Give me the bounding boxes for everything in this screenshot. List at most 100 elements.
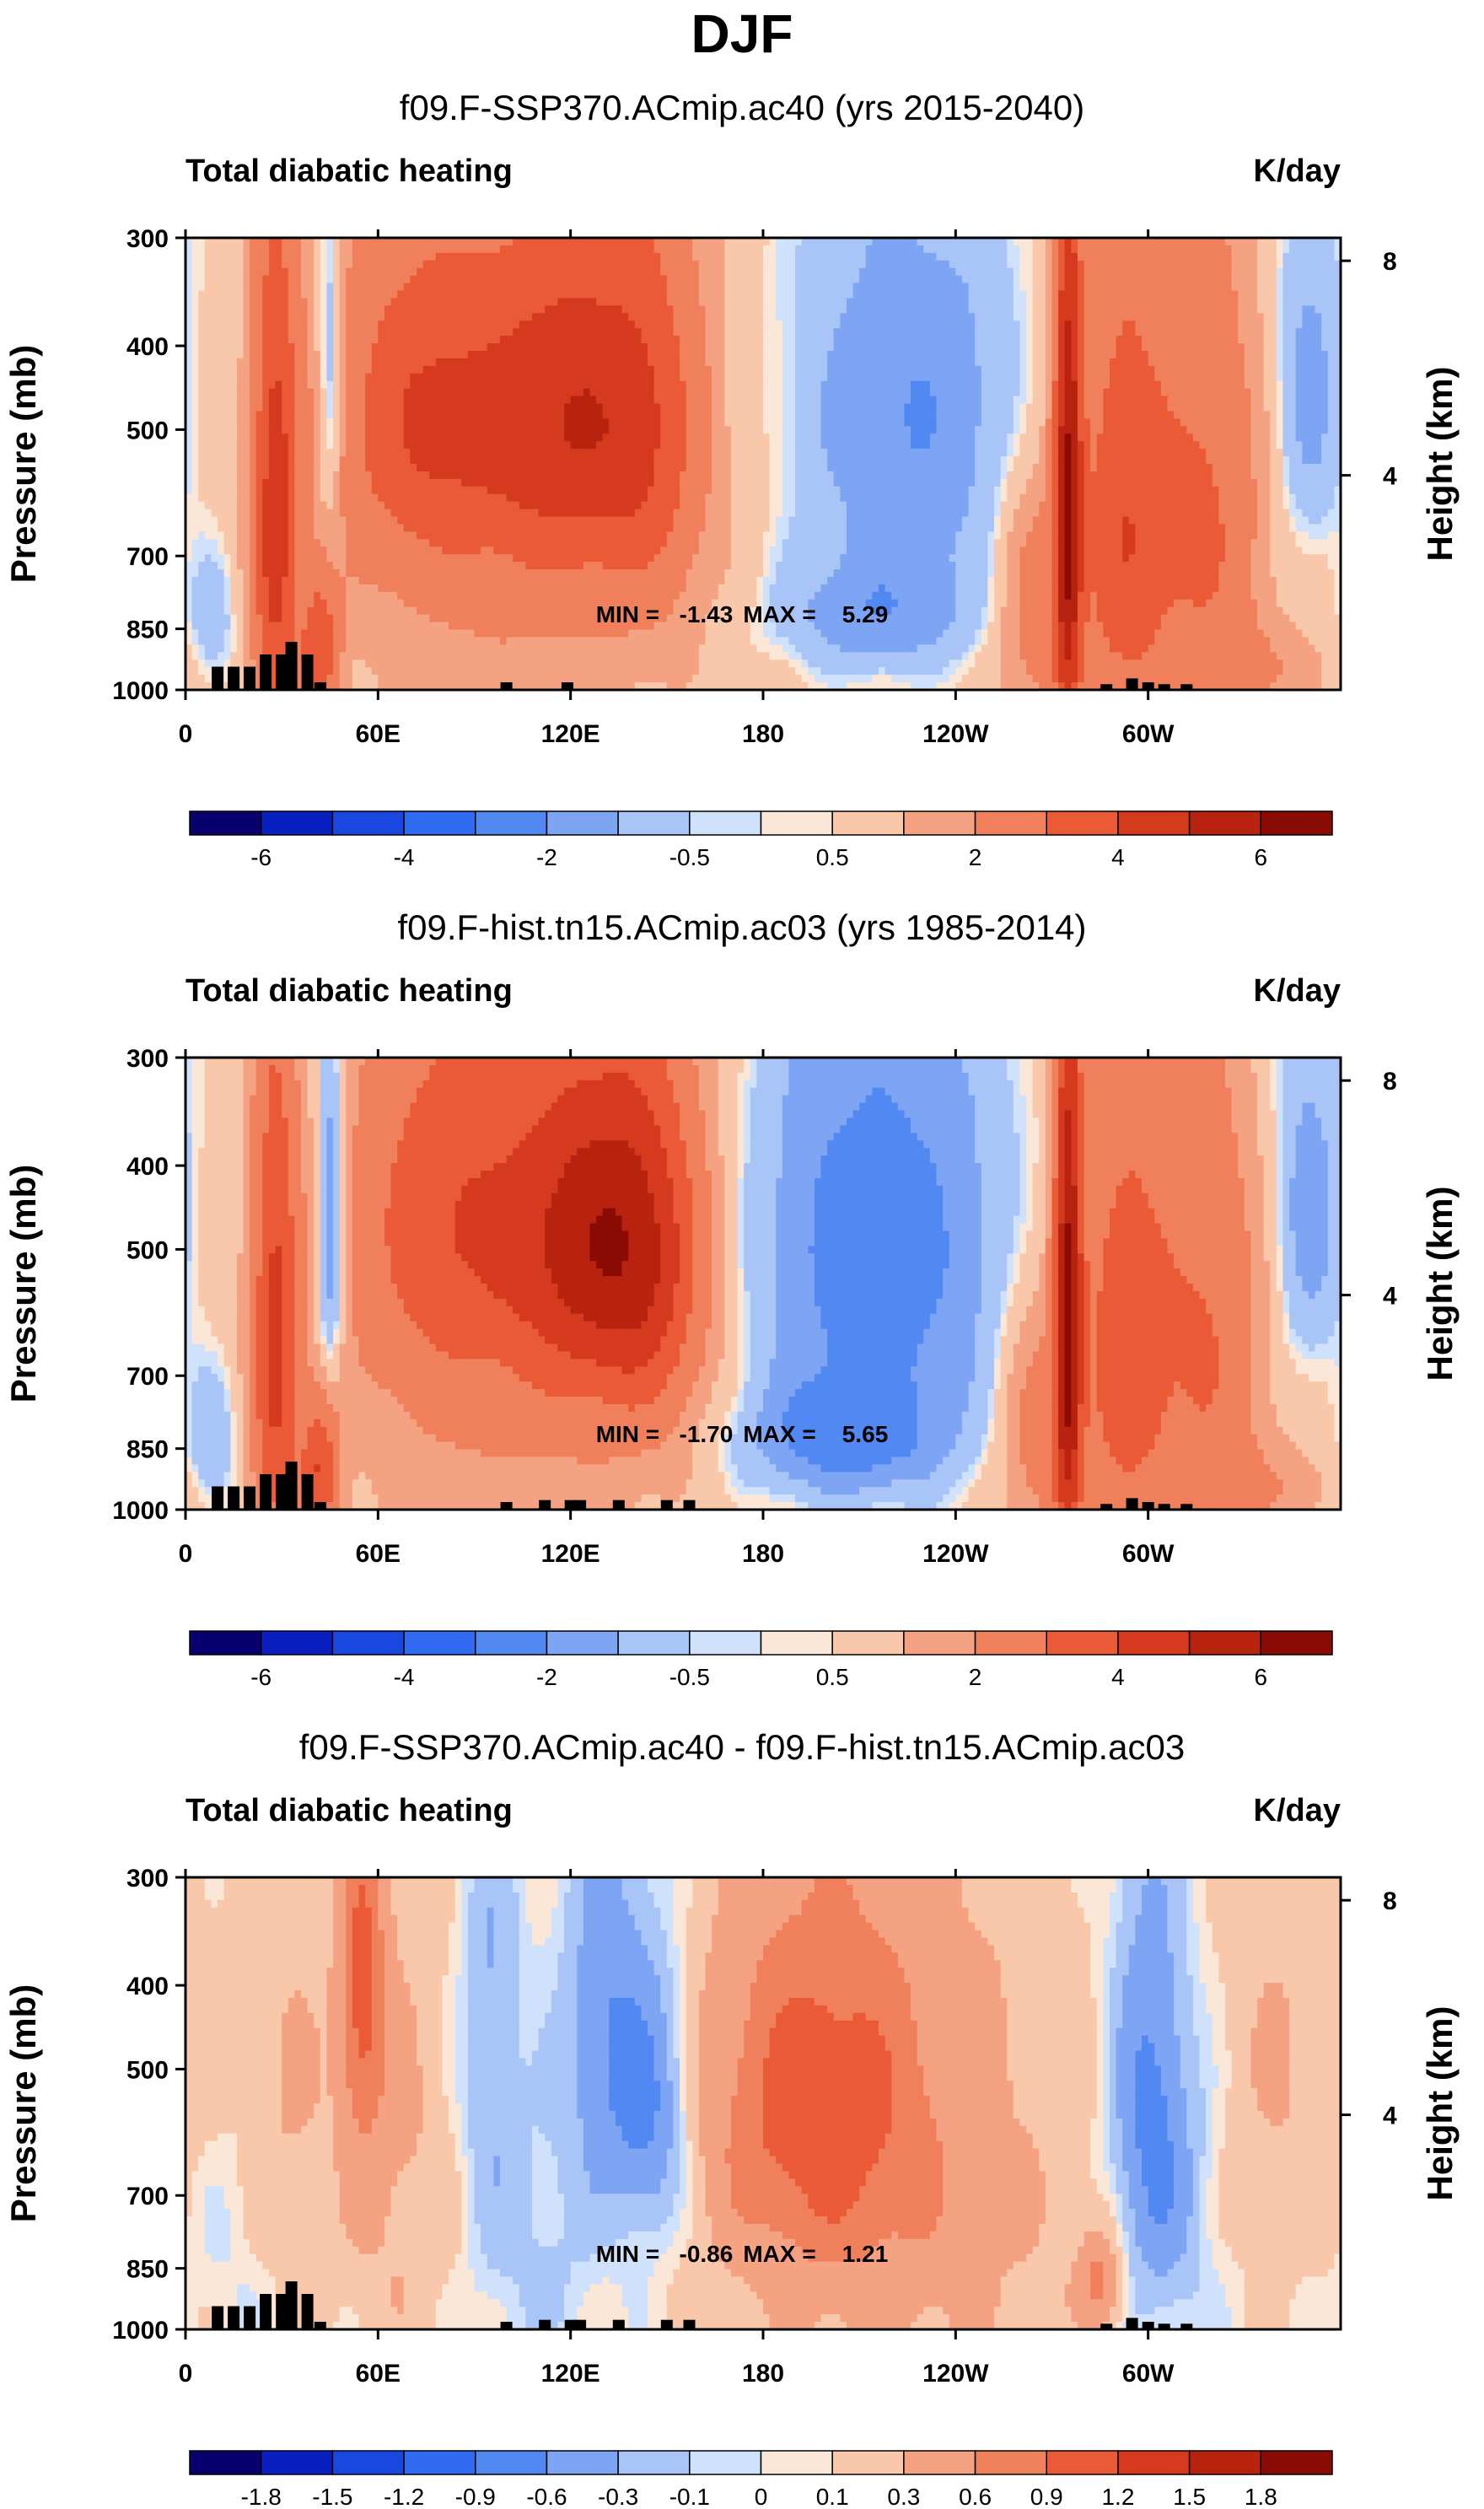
contour-cell xyxy=(191,313,199,321)
colorbar-box xyxy=(260,810,334,836)
contour-cell xyxy=(314,1223,321,1232)
contour-cell xyxy=(1270,1290,1284,1300)
contour-cell xyxy=(1083,1253,1104,1262)
contour-cell xyxy=(339,471,373,480)
contour-cell xyxy=(1051,1155,1059,1164)
contour-cell xyxy=(301,260,315,269)
contour-cell xyxy=(788,1080,970,1089)
contour-cell xyxy=(262,1426,295,1435)
contour-cell xyxy=(186,298,193,306)
contour-cell xyxy=(1058,1487,1078,1495)
contour-cell xyxy=(1019,1208,1027,1217)
contour-cell xyxy=(975,320,1021,329)
colorbar-box xyxy=(403,810,476,836)
contour-cell xyxy=(744,1351,751,1359)
contour-cell xyxy=(294,1426,309,1435)
contour-cell xyxy=(346,584,379,593)
contour-cell xyxy=(307,365,321,374)
contour-cell xyxy=(1026,1193,1034,1202)
contour-cell xyxy=(346,426,366,434)
contour-cell xyxy=(236,471,250,480)
contour-cell xyxy=(339,418,347,427)
contour-cell xyxy=(724,1449,732,1458)
contour-cell xyxy=(275,1064,295,1074)
contour-cell xyxy=(204,1306,238,1315)
contour-cell xyxy=(949,260,1008,269)
contour-cell xyxy=(1218,1336,1252,1345)
contour-cell xyxy=(186,336,193,344)
contour-cell xyxy=(1270,1298,1284,1307)
contour-cell xyxy=(262,336,289,344)
contour-cell xyxy=(294,486,315,495)
contour-cell xyxy=(1238,1155,1265,1164)
contour-cell xyxy=(795,343,835,352)
contour-cell xyxy=(1282,388,1297,397)
contour-cell xyxy=(1315,1343,1342,1352)
contour-cell xyxy=(243,305,250,314)
contour-cell xyxy=(1090,1351,1098,1359)
contour-cell xyxy=(698,1080,719,1089)
contour-cell xyxy=(1276,1208,1284,1217)
contour-cell xyxy=(191,1464,199,1473)
contour-cell xyxy=(814,1253,950,1262)
contour-cell xyxy=(769,486,783,495)
contour-cell xyxy=(314,426,321,434)
contour-cell xyxy=(352,1185,392,1194)
contour-cell xyxy=(724,328,764,337)
contour-cell xyxy=(1289,1177,1329,1187)
contour-cell xyxy=(294,1321,309,1330)
contour-cell xyxy=(1231,267,1258,277)
contour-cell xyxy=(307,1215,315,1225)
contour-cell xyxy=(820,380,911,390)
contour-cell xyxy=(1135,1171,1239,1179)
contour-cell xyxy=(981,1449,988,1458)
contour-cell xyxy=(1122,524,1137,532)
contour-cell xyxy=(724,1171,739,1179)
contour-cell xyxy=(320,1464,334,1473)
contour-cell xyxy=(1276,1419,1335,1428)
contour-cell xyxy=(1051,1298,1059,1307)
contour-cell xyxy=(795,373,828,382)
contour-cell xyxy=(314,320,321,329)
contour-cell xyxy=(326,1502,341,1510)
contour-cell xyxy=(1282,380,1297,390)
contour-cell xyxy=(1064,1177,1072,1187)
contour-cell xyxy=(326,1193,334,1202)
contour-cell xyxy=(1212,591,1252,600)
contour-cell xyxy=(782,554,841,563)
contour-cell xyxy=(1071,569,1078,578)
contour-cell xyxy=(346,524,405,532)
contour-cell xyxy=(352,1155,398,1164)
contour-cell xyxy=(968,290,1014,299)
contour-cell xyxy=(1116,1456,1143,1465)
contour-cell xyxy=(686,380,712,390)
contour-cell xyxy=(314,1268,321,1277)
contour-cell xyxy=(262,546,289,555)
contour-cell xyxy=(268,1276,282,1284)
contour-cell xyxy=(840,313,976,321)
contour-cell xyxy=(294,449,315,457)
contour-cell xyxy=(1058,577,1066,585)
contour-cell xyxy=(1090,1403,1098,1413)
contour-cell xyxy=(1064,1397,1072,1405)
contour-cell xyxy=(1225,524,1258,532)
contour-cell xyxy=(1039,1155,1046,1164)
contour-cell xyxy=(1051,637,1059,645)
contour-cell xyxy=(1083,396,1104,405)
contour-cell xyxy=(730,433,771,442)
contour-cell xyxy=(705,305,725,314)
contour-cell xyxy=(1083,546,1123,555)
contour-cell xyxy=(666,1072,700,1081)
contour-cell xyxy=(1167,1238,1252,1246)
contour-cell xyxy=(1007,464,1014,472)
contour-cell xyxy=(326,1397,398,1405)
contour-cell xyxy=(262,1155,289,1164)
contour-cell xyxy=(294,562,334,570)
contour-cell xyxy=(1238,1140,1258,1149)
contour-cell xyxy=(917,1441,956,1451)
contour-cell xyxy=(943,1185,982,1194)
contour-cell xyxy=(223,546,238,555)
contour-cell xyxy=(1064,1403,1072,1413)
contour-cell xyxy=(557,298,597,306)
contour-cell xyxy=(307,1298,315,1307)
